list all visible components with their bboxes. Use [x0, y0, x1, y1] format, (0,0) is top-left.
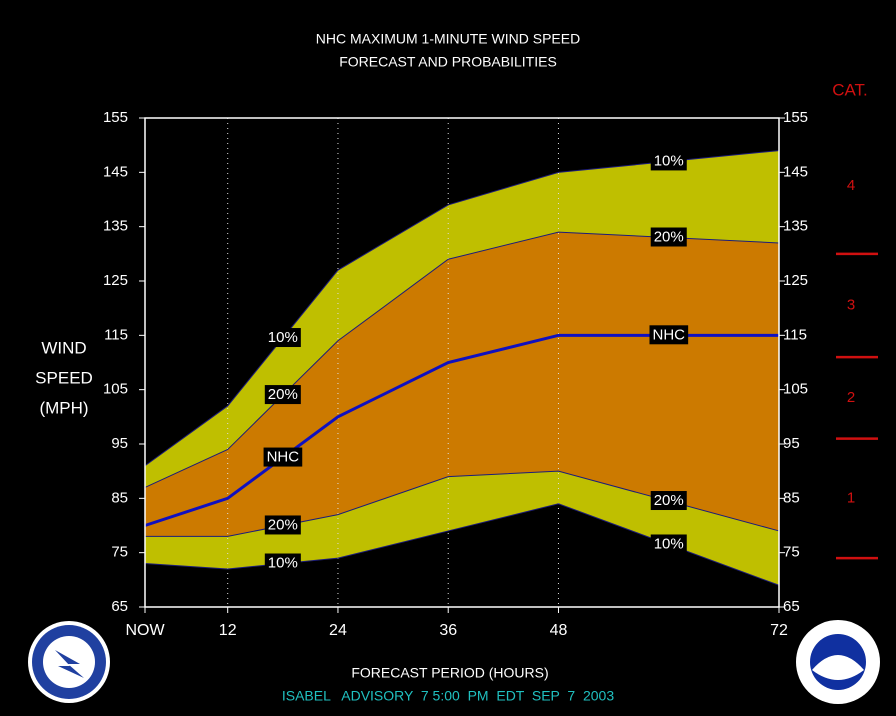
noaa-logo: [796, 620, 880, 704]
line-label-box: [264, 553, 301, 573]
y-tick-label: 95: [111, 435, 128, 452]
y2-tick-label: 95: [783, 435, 800, 452]
y2-tick-label: 135: [783, 218, 808, 235]
x-tick-label: NOW: [125, 622, 165, 639]
band: [145, 232, 779, 526]
footer: ISABEL ADVISORY 7 5:00 PM EDT SEP 7 2003: [282, 688, 615, 704]
line-label-box: [650, 534, 687, 554]
y2-tick-label: 115: [783, 326, 807, 343]
x-tick-label: 72: [770, 622, 788, 639]
line-label-box: [264, 385, 301, 405]
x-tick-label: 48: [550, 622, 568, 639]
line-label-box: [263, 447, 303, 467]
band: [145, 471, 779, 586]
line-label: NHC: [267, 449, 300, 466]
line-label: 20%: [654, 492, 684, 509]
y2-tick-label: 85: [783, 489, 800, 506]
category-label: 1: [847, 489, 855, 506]
line-label-box: [650, 151, 687, 171]
nws-logo: [28, 621, 110, 703]
category-label: 3: [847, 296, 855, 313]
line-label-box: [650, 227, 687, 247]
line-label-box: [650, 491, 687, 511]
y-tick-label: 155: [103, 109, 128, 126]
x-tick-label: 24: [329, 622, 347, 639]
x-tick-label: 36: [439, 622, 457, 639]
y2-tick-label: 125: [783, 272, 808, 289]
category-title: CAT.: [832, 80, 868, 99]
line-label: 10%: [268, 555, 298, 572]
y-axis-label: WIND: [41, 338, 86, 357]
y-tick-label: 125: [103, 272, 128, 289]
y-tick-label: 115: [104, 326, 128, 343]
line-label: 10%: [654, 152, 684, 169]
y-tick-label: 135: [103, 218, 128, 235]
y-tick-label: 75: [111, 544, 128, 561]
line-label: 20%: [268, 386, 298, 403]
line-label-box: [264, 515, 301, 535]
x-axis-label: FORECAST PERIOD (HOURS): [351, 665, 548, 681]
series-line: [144, 231, 780, 488]
line-label: NHC: [652, 326, 685, 343]
band: [145, 335, 779, 537]
line-label-box: [264, 328, 301, 348]
logo-bird: [812, 655, 864, 680]
line-label: 20%: [268, 516, 298, 533]
y2-tick-label: 75: [783, 544, 800, 561]
y-tick-label: 65: [111, 598, 128, 615]
line-label: 20%: [654, 229, 684, 246]
y2-tick-label: 105: [783, 381, 808, 398]
y2-tick-label: 155: [783, 109, 808, 126]
y-axis-label: SPEED: [35, 368, 93, 387]
series-line: [145, 470, 780, 537]
category-label: 2: [847, 389, 855, 406]
y2-tick-label: 145: [783, 163, 808, 180]
y-tick-label: 105: [103, 381, 128, 398]
category-label: 4: [847, 177, 855, 194]
chart-title: NHC MAXIMUM 1-MINUTE WIND SPEED: [316, 31, 580, 47]
line-label: 10%: [268, 329, 298, 346]
chart-subtitle: FORECAST AND PROBABILITIES: [339, 54, 557, 70]
series-line: [144, 503, 780, 586]
plot-frame: [144, 117, 780, 608]
y2-tick-label: 65: [783, 598, 800, 615]
y-tick-label: 145: [103, 163, 128, 180]
y-axis-label: (MPH): [39, 398, 88, 417]
line-label-box: [649, 325, 689, 345]
line-label: 10%: [654, 535, 684, 552]
series-line: [144, 150, 780, 467]
logo-bolt: [55, 650, 84, 678]
series-line: [144, 333, 779, 527]
y-tick-label: 85: [111, 489, 128, 506]
x-tick-label: 12: [219, 622, 237, 639]
